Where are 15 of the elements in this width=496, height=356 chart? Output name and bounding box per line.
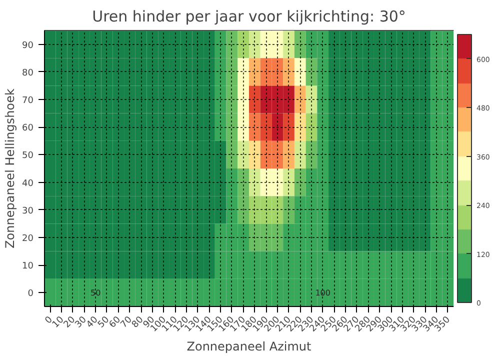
x-axis-title: Zonnepaneel Azimut xyxy=(186,340,312,354)
y-tick-label: 0 xyxy=(28,289,34,300)
y-tick-label: 90 xyxy=(22,40,34,51)
y-tick-label: 60 xyxy=(22,124,34,134)
y-tick-label: 80 xyxy=(22,68,34,78)
y-tick-label: 50 xyxy=(22,151,34,162)
y-tick-label: 20 xyxy=(22,234,34,244)
annotation: 50 xyxy=(90,288,101,298)
y-tick-label: 70 xyxy=(22,96,34,106)
y-tick-label: 40 xyxy=(22,178,34,189)
y-tick-label: 10 xyxy=(22,262,34,272)
chart-title: Uren hinder per jaar voor kijkrichting: 30° xyxy=(92,8,406,26)
annotation: 100 xyxy=(315,288,330,298)
y-tick-label: 30 xyxy=(22,206,34,216)
y-axis-title: Zonnepaneel Hellingshoek xyxy=(3,88,18,248)
